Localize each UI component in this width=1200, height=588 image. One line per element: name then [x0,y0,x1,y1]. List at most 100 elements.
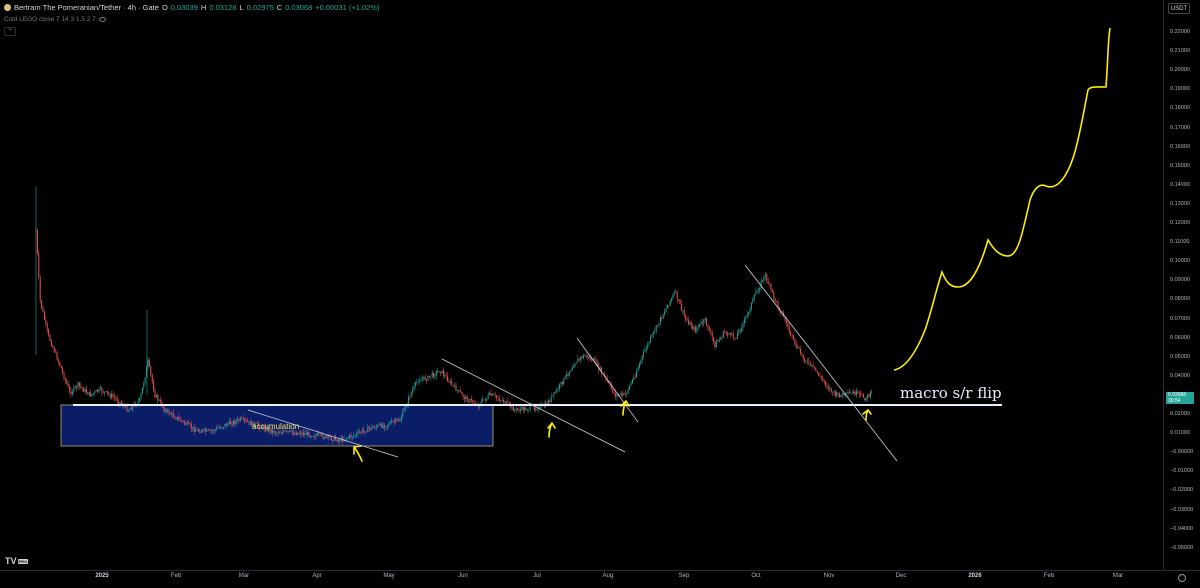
price-tick: 0.04000 [1170,372,1190,379]
eye-icon[interactable] [98,17,106,22]
candle-body [857,391,859,393]
candle-body [644,349,646,352]
high-label: H [200,3,207,12]
candle-body [855,391,857,396]
candle-body [262,425,264,429]
candle-body [381,423,383,428]
candle-body [409,397,411,398]
candle-body [248,421,250,422]
candle-body [97,390,99,392]
candle-body [113,396,115,398]
candle-body [748,312,750,314]
candle-body [239,418,241,421]
pro-badge: PRO [17,558,29,564]
candle-body [584,355,586,356]
candle-body [596,363,598,366]
candle-body [498,398,500,401]
candle-body [165,409,167,413]
candle-body [442,370,444,376]
candle-body [669,300,671,306]
currency-selector[interactable]: USDT [1168,3,1190,14]
chart-pane[interactable] [0,0,1164,570]
candle-body [386,425,388,427]
candle-body [815,367,817,371]
candle-body [316,433,318,436]
macro-sr-annotation[interactable]: macro s/r flip [900,384,1002,402]
candle-body [496,395,498,398]
candle-body [725,332,727,334]
candle-body [350,435,352,438]
candle-body [553,391,555,396]
tv-logo-text: TV [5,556,17,566]
tradingview-logo[interactable]: TV PRO [5,556,29,566]
candle-body [66,380,68,384]
accumulation-zone[interactable] [60,404,494,447]
candle-body [333,436,335,441]
candle-body [389,422,391,425]
candle-body [227,424,229,426]
candle-body [414,382,416,386]
projection-path[interactable] [893,27,1111,371]
gear-icon[interactable] [1178,574,1186,582]
candle-body [490,392,492,396]
current-price-value: 0.03068 [1168,392,1187,398]
candle-body [431,372,433,378]
collapse-legend-button[interactable]: ⌃ [4,27,16,36]
symbol-legend[interactable]: Bertram The Pomeranian/Tether · 4h · Gat… [4,3,380,12]
candle-body [736,333,738,339]
candle-body [683,310,685,316]
trendline-accumulation[interactable] [247,409,399,458]
candle-body [231,424,233,425]
candle-body [664,311,666,315]
candle-body [622,393,624,396]
trendline-july[interactable] [576,337,639,423]
candle-body [776,301,778,302]
candle-body [826,385,828,387]
candle-body [830,387,832,392]
candle-body [486,398,488,401]
candle-body [749,309,751,313]
candle-body [297,432,299,435]
price-axis[interactable] [1164,0,1200,570]
price-tick: −0.05000 [1170,544,1194,551]
candle-body [585,355,587,357]
symbol-title[interactable]: Bertram The Pomeranian/Tether · 4h · Gat… [14,3,159,12]
bar-countdown: 30:54 [1168,398,1181,404]
candle-body [217,427,219,429]
candle-body [426,379,428,381]
candle-body [308,432,310,437]
candle-body [207,429,209,431]
candle-body [272,430,274,433]
time-axis[interactable] [0,570,1164,588]
indicator-legend[interactable]: Cold LEGO close 7 14 3 1.5 2 7 [4,16,106,23]
candle-body [650,336,652,343]
candle-body [74,386,76,387]
candle-body [787,323,789,327]
chart-canvas[interactable] [0,0,1164,570]
price-tick: 0.16000 [1170,143,1190,150]
candle-body [395,418,397,422]
candle-body [260,428,262,429]
candle-body [294,432,296,435]
candle-body [444,375,446,376]
candle-body [613,392,615,394]
candle-body [452,384,454,386]
candle-body [330,437,332,441]
candle-body [626,392,628,394]
candle-body [717,341,719,343]
candle-body [287,430,289,432]
trendline-june[interactable] [441,358,626,453]
candle-body [515,408,517,410]
candle-body [791,334,793,336]
candle-body [118,401,120,404]
candle-body [438,371,440,373]
candle-body [753,294,755,299]
accumulation-annotation[interactable]: accumulation [252,422,300,431]
arrow-marker-november [862,409,872,421]
candle-body [344,439,346,441]
candle-body [210,430,212,432]
candle-body [827,386,829,389]
candle-body [360,432,362,434]
trendline-october[interactable] [744,264,898,462]
candle-body [792,335,794,339]
